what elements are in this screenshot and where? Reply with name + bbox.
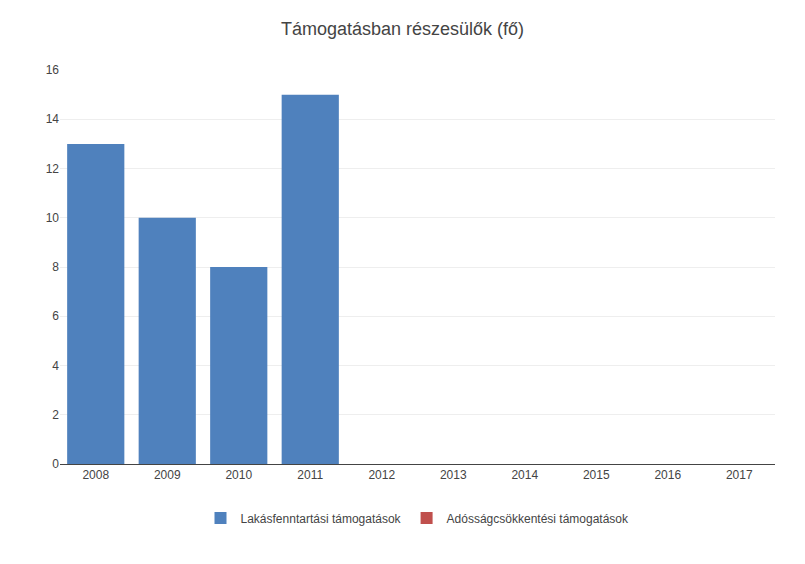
svg-text:0: 0 bbox=[52, 457, 59, 471]
svg-text:14: 14 bbox=[46, 112, 60, 126]
svg-text:2015: 2015 bbox=[583, 468, 610, 482]
svg-text:2017: 2017 bbox=[726, 468, 753, 482]
svg-text:2009: 2009 bbox=[154, 468, 181, 482]
svg-text:2013: 2013 bbox=[440, 468, 467, 482]
svg-text:8: 8 bbox=[52, 260, 59, 274]
svg-text:4: 4 bbox=[52, 359, 59, 373]
svg-text:2014: 2014 bbox=[511, 468, 538, 482]
svg-text:2008: 2008 bbox=[82, 468, 109, 482]
svg-text:10: 10 bbox=[46, 211, 60, 225]
svg-text:16: 16 bbox=[46, 63, 60, 77]
svg-text:2: 2 bbox=[52, 408, 59, 422]
svg-text:2016: 2016 bbox=[654, 468, 681, 482]
svg-text:2012: 2012 bbox=[368, 468, 395, 482]
svg-text:Adósságcsökkentési támogatások: Adósságcsökkentési támogatások bbox=[447, 512, 629, 526]
svg-text:6: 6 bbox=[52, 309, 59, 323]
svg-text:Támogatásban részesülők (fő): Támogatásban részesülők (fő) bbox=[281, 19, 524, 39]
svg-text:2011: 2011 bbox=[297, 468, 323, 482]
svg-text:2010: 2010 bbox=[225, 468, 252, 482]
svg-text:Lakásfenntartási támogatások: Lakásfenntartási támogatások bbox=[241, 512, 402, 526]
svg-text:12: 12 bbox=[46, 162, 60, 176]
